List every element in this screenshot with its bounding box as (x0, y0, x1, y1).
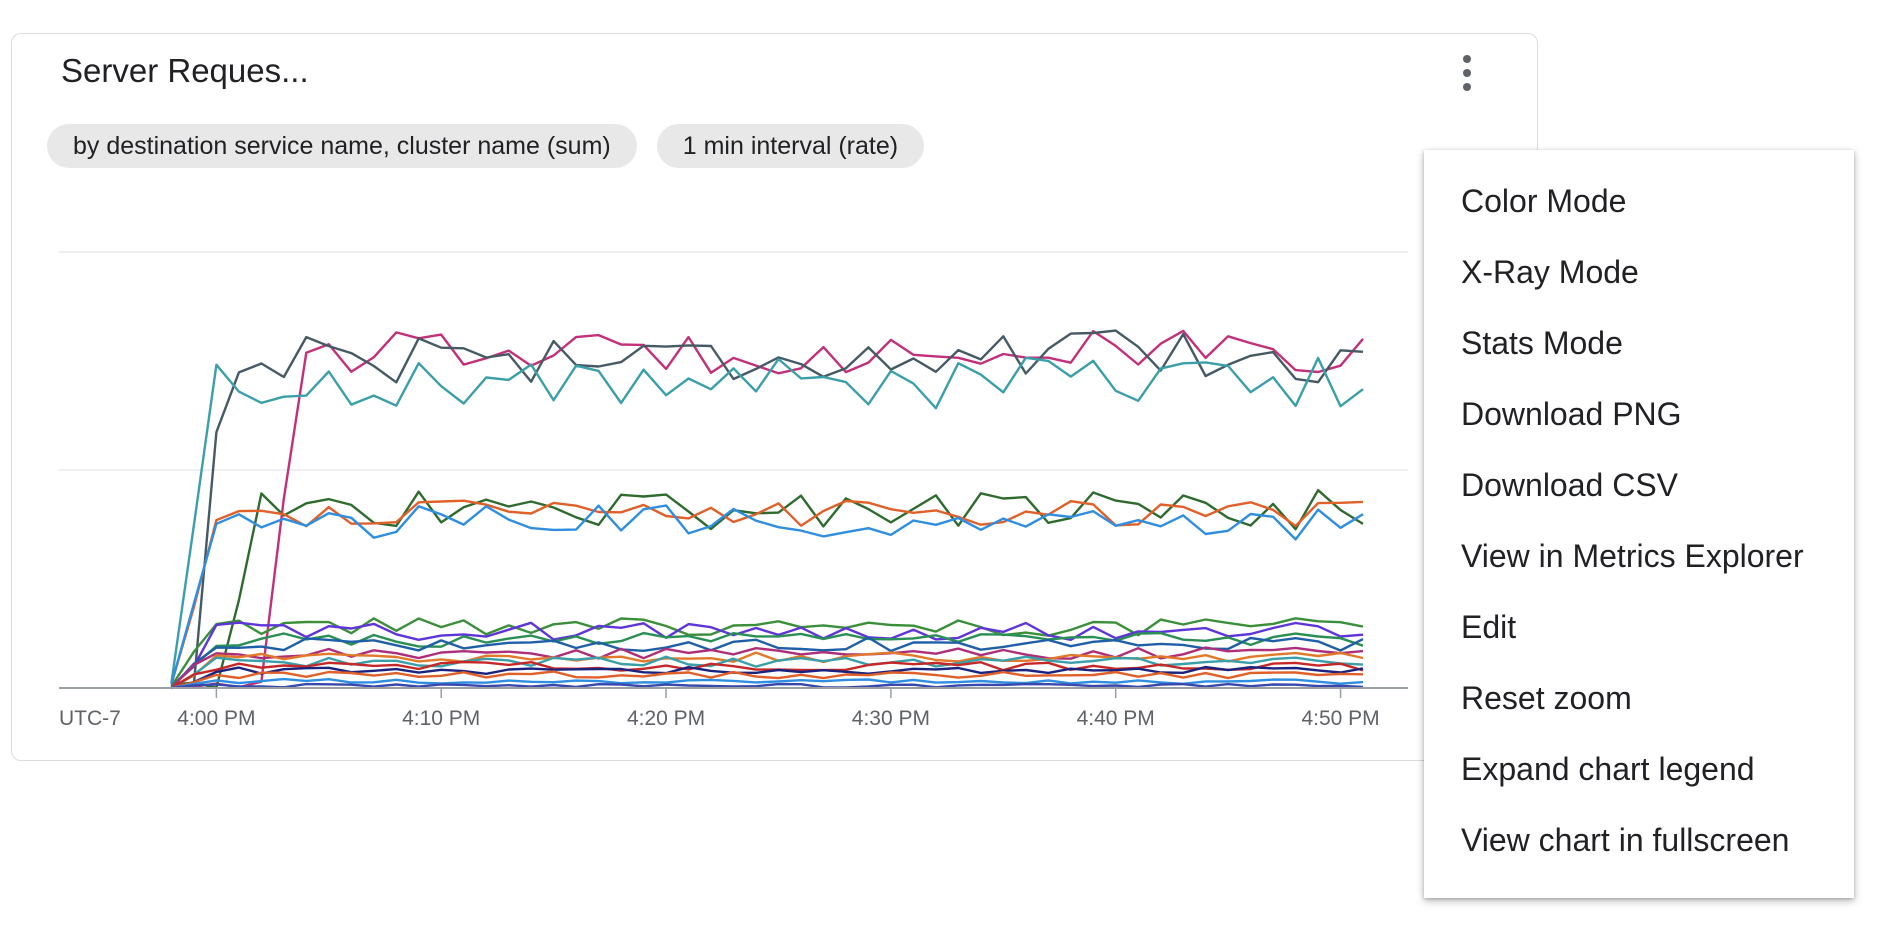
series-line-9[interactable] (170, 636, 1364, 689)
chart-title: Server Reques... (61, 52, 309, 89)
x-tick-label: 4:10 PM (402, 707, 480, 730)
dot-icon (1463, 55, 1471, 63)
series-line-5[interactable] (170, 504, 1364, 685)
series-line-3[interactable] (171, 489, 1364, 689)
menu-item-view-in-metrics-explorer[interactable]: View in Metrics Explorer (1461, 538, 1804, 574)
dot-icon (1463, 69, 1471, 77)
series-line-11[interactable] (170, 651, 1364, 689)
more-options-button[interactable] (1447, 48, 1487, 98)
series-line-2[interactable] (170, 356, 1364, 683)
series-line-1[interactable] (171, 329, 1364, 686)
menu-item-color-mode[interactable]: Color Mode (1461, 183, 1627, 219)
series-line-0[interactable] (171, 329, 1364, 689)
menu-item-download-csv[interactable]: Download CSV (1461, 467, 1678, 503)
menu-item-xray-mode[interactable]: X-Ray Mode (1461, 254, 1639, 290)
series-line-13[interactable] (170, 660, 1364, 689)
menu-item-expand-chart-legend[interactable]: Expand chart legend (1461, 751, 1755, 787)
timezone-label: UTC-7 (59, 707, 121, 730)
series-line-14[interactable] (171, 665, 1364, 689)
menu-item-edit[interactable]: Edit (1461, 609, 1517, 645)
chart-options-menu: Color Mode X-Ray Mode Stats Mode Downloa… (1424, 150, 1854, 898)
chart-grid (59, 251, 1408, 471)
menu-item-reset-zoom[interactable]: Reset zoom (1461, 680, 1632, 716)
dot-icon (1463, 83, 1471, 91)
x-tick-label: 4:00 PM (177, 707, 255, 730)
x-tick-label: 4:50 PM (1301, 707, 1379, 730)
series-line-4[interactable] (170, 499, 1364, 685)
series-line-17[interactable] (171, 682, 1364, 690)
series-line-15[interactable] (171, 670, 1364, 689)
series-line-16[interactable] (171, 677, 1364, 690)
x-tick-label: 4:40 PM (1077, 707, 1155, 730)
series-line-8[interactable] (170, 631, 1364, 688)
menu-item-stats-mode[interactable]: Stats Mode (1461, 325, 1623, 361)
interval-chip[interactable]: 1 min interval (rate) (656, 124, 925, 168)
series-line-6[interactable] (170, 617, 1364, 688)
x-tick-label: 4:30 PM (852, 707, 930, 730)
chart-series (170, 329, 1364, 690)
x-tick-label: 4:20 PM (627, 707, 705, 730)
group-by-chip[interactable]: by destination service name, cluster nam… (47, 124, 637, 168)
chart-x-axis: UTC-7 4:00 PM 4:10 PM 4:20 PM 4:30 PM 4:40 P… (59, 687, 1408, 730)
menu-item-view-chart-fullscreen[interactable]: View chart in fullscreen (1461, 822, 1790, 858)
chart-filter-chips: by destination service name, cluster nam… (47, 124, 925, 168)
series-line-7[interactable] (170, 621, 1364, 688)
menu-item-download-png[interactable]: Download PNG (1461, 396, 1682, 432)
